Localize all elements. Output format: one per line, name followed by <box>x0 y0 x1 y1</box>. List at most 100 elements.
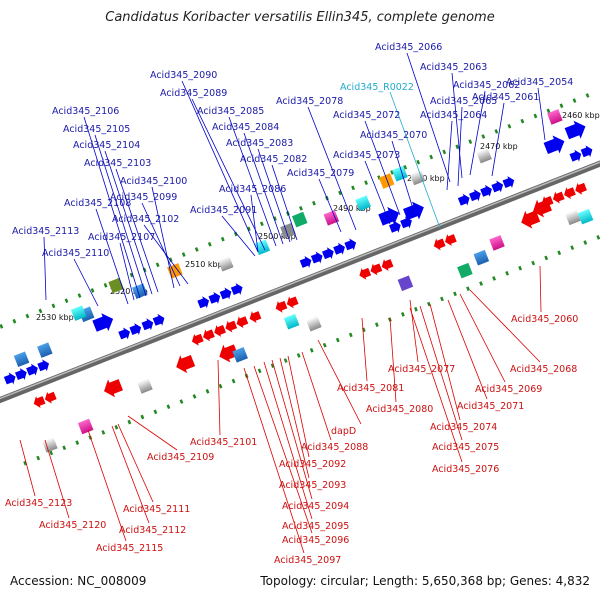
forward-leader-line <box>104 150 153 295</box>
reverse-gene-label: Acid345_2069 <box>475 384 542 395</box>
reverse-gene-label: Acid345_2077 <box>388 364 455 375</box>
reverse-gene-arrow <box>564 187 576 200</box>
scale-dot <box>153 409 158 415</box>
reverse-gene-label: dapD <box>331 426 356 437</box>
scale-dot <box>140 414 145 420</box>
forward-gene-label: Acid345_2099 <box>110 192 177 203</box>
scale-dot <box>233 231 238 237</box>
reverse-gene-arrow <box>552 191 565 204</box>
scale-dot <box>127 419 132 425</box>
forward-leader-line <box>119 242 135 301</box>
scale-dot <box>23 460 28 466</box>
forward-leader-line <box>271 164 298 241</box>
reverse-leader-line <box>243 367 305 554</box>
scale-dot <box>531 260 536 266</box>
forward-gene-label: Acid345_2090 <box>150 70 217 81</box>
similarity-box <box>392 165 408 182</box>
scale-dot <box>36 455 41 461</box>
scale-dot <box>218 383 223 389</box>
forward-leader-line <box>141 202 181 287</box>
reverse-leader-line <box>389 317 397 403</box>
rna-gene-label: Acid345_R0022 <box>340 82 414 93</box>
reverse-leader-line <box>19 439 36 497</box>
forward-gene-label: Acid345_2107 <box>88 232 155 243</box>
scale-dot <box>181 252 186 257</box>
similarity-box <box>409 169 426 186</box>
forward-gene-label: Acid345_2078 <box>276 96 343 107</box>
forward-leader-line <box>364 160 391 225</box>
forward-leader-line <box>457 106 463 187</box>
forward-gene-label: Acid345_2084 <box>212 122 279 133</box>
forward-gene-arrow <box>322 247 334 260</box>
reverse-gene-arrow-large <box>176 354 196 374</box>
scale-dot <box>338 190 342 196</box>
scale-dot <box>427 301 431 307</box>
forward-leader-line <box>257 148 291 243</box>
forward-gene-arrow-large <box>92 313 114 332</box>
scale-dot <box>570 245 575 250</box>
rna-leader-line <box>389 91 441 229</box>
reverse-gene-label: Acid345_2075 <box>432 442 499 453</box>
reverse-leader-line <box>361 317 368 382</box>
forward-leader-line <box>181 80 259 253</box>
forward-leader-line <box>364 120 401 216</box>
forward-gene-label: Acid345_2082 <box>240 154 307 165</box>
reverse-gene-label: Acid345_2081 <box>337 383 404 394</box>
forward-gene-arrow <box>344 238 357 251</box>
reverse-gene-label: Acid345_2096 <box>282 535 349 546</box>
reverse-leader-line <box>117 423 154 503</box>
forward-gene-label: Acid345_2083 <box>226 138 293 149</box>
reverse-leader-line <box>459 293 506 383</box>
backbone-highlight <box>0 161 600 400</box>
similarity-box <box>283 313 300 330</box>
scale-dot <box>401 312 405 317</box>
scale-label: 2510 kbp <box>185 260 223 269</box>
forward-gene-label: Acid345_2085 <box>197 106 264 117</box>
forward-gene-arrow <box>3 372 16 385</box>
forward-gene-label: Acid345_2106 <box>52 106 119 117</box>
forward-gene-arrow <box>457 193 470 206</box>
forward-gene-arrow <box>569 149 582 162</box>
reverse-gene-label: Acid345_2111 <box>123 504 190 515</box>
reverse-gene-label: Acid345_2120 <box>39 520 106 531</box>
forward-gene-arrow <box>310 251 323 264</box>
scale-dot <box>533 113 538 119</box>
scale-dot <box>442 149 447 155</box>
scale-dot <box>77 293 82 298</box>
similarity-box <box>397 275 414 292</box>
forward-gene-label: Acid345_2091 <box>190 205 257 216</box>
similarity-box <box>476 147 492 164</box>
forward-gene-arrow <box>389 220 401 233</box>
reverse-leader-line <box>271 359 313 500</box>
reverse-gene-label: Acid345_2093 <box>279 480 346 491</box>
similarity-box <box>137 378 153 394</box>
scale-dot <box>166 404 171 410</box>
similarity-box <box>457 262 473 279</box>
reverse-gene-label: Acid345_2097 <box>274 555 341 566</box>
reverse-gene-arrow <box>575 182 587 195</box>
forward-gene-label: Acid345_2108 <box>64 198 131 209</box>
forward-gene-label: Acid345_2110 <box>42 248 109 259</box>
reverse-leader-line <box>317 339 362 425</box>
reverse-gene-arrow <box>236 316 249 329</box>
reverse-leader-line <box>409 299 419 363</box>
similarity-box <box>577 208 594 225</box>
forward-gene-arrow <box>230 283 243 296</box>
scale-dot <box>49 450 54 456</box>
scale-dot <box>296 353 301 358</box>
reverse-leader-line <box>409 307 463 463</box>
accession-text: Accession: NC_008009 <box>10 574 147 588</box>
forward-leader-line <box>115 168 159 293</box>
reverse-gene-arrow <box>214 325 226 337</box>
forward-gene-arrow <box>197 296 210 309</box>
similarity-box <box>108 277 124 294</box>
similarity-box <box>323 210 340 226</box>
scale-dot <box>257 368 262 374</box>
reverse-gene-arrow <box>225 320 238 333</box>
scale-dot <box>518 265 523 271</box>
reverse-leader-line <box>469 289 541 363</box>
forward-gene-label: Acid345_2113 <box>12 226 79 237</box>
forward-gene-label: Acid345_2066 <box>375 42 442 53</box>
forward-leader-line <box>537 87 546 141</box>
